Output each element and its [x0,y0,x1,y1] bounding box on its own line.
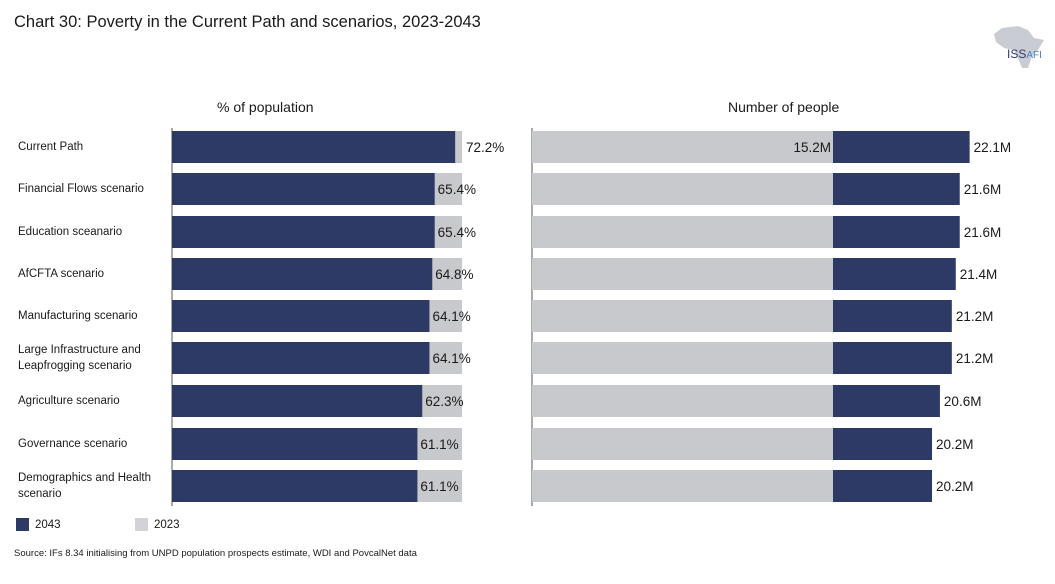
legend-label-2023: 2023 [154,518,180,531]
legend-label-2043: 2043 [35,518,61,531]
bar-pct-2043 [172,258,433,290]
bar-people-2023 [532,342,833,374]
data-label-people: 20.2M [936,437,974,452]
data-label-pct: 64.1% [432,309,470,324]
data-label-pct: 64.1% [432,351,470,366]
category-label: Large Infrastructure and Leapfrogging sc… [18,344,141,372]
bar-people-2043 [833,428,933,460]
bar-people-2043 [833,385,940,417]
bar-people-2023 [532,470,833,502]
category-label: Agriculture scenario [18,395,120,407]
left-panel-title: % of population [217,99,314,115]
chart-title: Chart 30: Poverty in the Current Path an… [14,13,481,31]
bar-pct-2043 [172,385,423,417]
data-label-people: 21.6M [964,225,1002,240]
data-label-people: 21.4M [960,267,998,282]
data-label-pct: 72.2% [466,140,504,155]
category-label: AfCFTA scenario [18,268,105,280]
logo-sub: AFI [1026,50,1042,61]
bar-people-2043 [833,470,933,502]
data-label-pct: 62.3% [425,394,463,409]
bar-people-2043 [833,300,952,332]
bar-people-2043 [833,131,970,163]
data-label-pct: 61.1% [420,437,458,452]
bar-people-2023 [532,428,833,460]
data-label-people: 20.2M [936,479,974,494]
data-label-pct: 65.4% [438,225,476,240]
bar-people-2043 [833,258,956,290]
africa-logo-icon [994,26,1044,68]
legend-swatch-2023 [135,518,148,531]
bar-pct-2043 [172,342,430,374]
bar-pct-2043 [172,300,430,332]
legend-swatch-2043 [16,518,29,531]
category-label: Current Path [18,141,84,153]
bar-people-2043 [833,342,952,374]
data-label-people-2023: 15.2M [793,140,831,155]
bar-pct-2043 [172,131,456,163]
data-label-pct: 61.1% [420,479,458,494]
data-label-people: 22.1M [974,140,1012,155]
legend-item-2043: 2043 [16,518,61,531]
bar-pct-2043 [172,470,418,502]
logo-main: ISS [1007,47,1027,61]
bar-pct-2043 [172,216,435,248]
bar-people-2023 [532,173,833,205]
bar-people-2023 [532,385,833,417]
bar-people-2023 [532,258,833,290]
bar-people-2023 [532,216,833,248]
bar-pct-2043 [172,428,418,460]
bar-people-2023 [532,300,833,332]
source-note: Source: IFs 8.34 initialising from UNPD … [14,548,417,559]
data-label-pct: 65.4% [438,182,476,197]
bar-people-2023 [532,131,833,163]
data-label-people: 21.6M [964,182,1002,197]
bar-people-2043 [833,173,960,205]
bar-pct-2043 [172,173,435,205]
category-label: Manufacturing scenario [18,310,138,322]
right-panel-title: Number of people [728,99,840,115]
category-label: Financial Flows scenario [18,183,144,195]
data-label-pct: 64.8% [435,267,473,282]
logo-text: ISSAFI [1007,47,1042,61]
category-label: Governance scenario [18,438,128,450]
data-label-people: 21.2M [956,351,994,366]
bar-people-2043 [833,216,960,248]
data-label-people: 20.6M [944,394,982,409]
data-label-people: 21.2M [956,309,994,324]
category-label: Demographics and Health scenario [18,472,151,500]
legend-item-2023: 2023 [135,518,180,531]
category-label: Education sceanario [18,226,123,238]
